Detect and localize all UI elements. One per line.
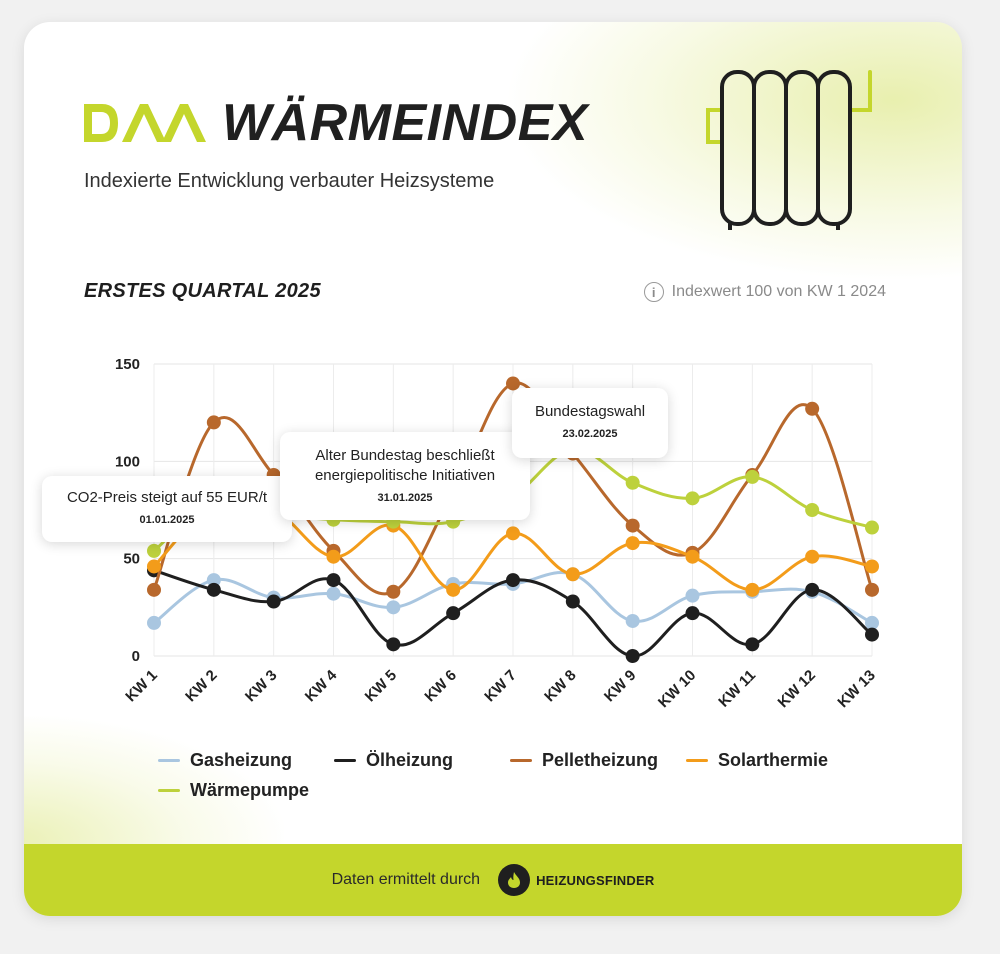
- data-point-pelletheizung: [625, 518, 640, 533]
- data-point-pelletheizung: [805, 401, 820, 416]
- data-point-oelheizung: [565, 594, 580, 609]
- data-point-gasheizung: [206, 573, 221, 588]
- annotation-bundestag-initiatives: Alter Bundestag beschließt energiepoliti…: [280, 432, 530, 520]
- flame-icon: [498, 864, 531, 896]
- decorative-dot-pattern-bottom: [24, 716, 284, 856]
- data-point-oelheizung: [865, 627, 879, 642]
- data-point-waermepumpe: [147, 543, 161, 558]
- legend-swatch: [158, 759, 180, 762]
- data-point-pelletheizung: [865, 582, 879, 597]
- y-tick-label: 100: [115, 453, 140, 470]
- legend-swatch: [686, 759, 708, 762]
- x-tick-label: KW 5: [362, 667, 401, 706]
- daa-logo: [84, 104, 206, 142]
- data-point-solarthermie: [805, 549, 820, 564]
- x-tick-label: KW 1: [122, 667, 161, 706]
- infographic-card: WÄRMEINDEX Indexierte Entwicklung verbau…: [24, 22, 962, 916]
- page-subtitle: Indexierte Entwicklung verbauter Heizsys…: [84, 170, 495, 192]
- annotation-date: 01.01.2025: [139, 514, 195, 526]
- footer-bar: Daten ermittelt durch HEIZUNGSFINDER: [24, 844, 962, 916]
- legend-label: Pelletheizung: [542, 750, 659, 770]
- data-point-pelletheizung: [147, 582, 161, 597]
- legend-swatch: [158, 789, 180, 792]
- data-point-gasheizung: [625, 613, 640, 628]
- legend-item-waermepumpe: Wärmepumpe: [158, 780, 309, 801]
- data-point-gasheizung: [685, 588, 700, 603]
- data-point-oelheizung: [745, 637, 760, 652]
- chart-legend: Gasheizung Ölheizung Pelletheizung Solar…: [158, 750, 878, 820]
- index-note-text: Indexwert 100 von KW 1 2024: [671, 283, 886, 300]
- data-point-pelletheizung: [386, 584, 401, 599]
- annotation-date: 31.01.2025: [377, 492, 433, 504]
- data-point-solarthermie: [745, 582, 760, 597]
- x-tick-label: KW 6: [421, 667, 460, 706]
- data-point-solarthermie: [565, 567, 580, 582]
- annotation-bundestagswahl: Bundestagswahl 23.02.2025: [512, 388, 668, 458]
- data-point-solarthermie: [865, 559, 879, 574]
- legend-item-solarthermie: Solarthermie: [686, 750, 828, 771]
- data-point-solarthermie: [506, 526, 520, 541]
- legend-item-gasheizung: Gasheizung: [158, 750, 292, 771]
- data-point-solarthermie: [326, 549, 341, 564]
- data-point-oelheizung: [266, 594, 281, 609]
- legend-label: Ölheizung: [366, 750, 453, 770]
- x-tick-label: KW 8: [541, 667, 580, 706]
- x-tick-label: KW 10: [655, 667, 699, 711]
- y-tick-label: 0: [132, 648, 140, 665]
- y-tick-label: 50: [123, 551, 140, 568]
- data-point-gasheizung: [386, 600, 401, 615]
- x-tick-label: KW 7: [481, 667, 520, 706]
- data-point-gasheizung: [865, 615, 879, 630]
- x-tick-label: KW 9: [601, 667, 640, 706]
- annotation-text: Bundestagswahl: [534, 403, 646, 420]
- info-icon: i: [643, 282, 664, 302]
- x-tick-label: KW 2: [182, 667, 221, 706]
- data-point-solarthermie: [147, 559, 161, 574]
- data-point-oelheizung: [326, 573, 341, 588]
- x-tick-label: KW 3: [242, 667, 281, 706]
- index-note: i Indexwert 100 von KW 1 2024: [643, 282, 886, 302]
- data-point-oelheizung: [625, 649, 640, 663]
- y-tick-label: 150: [115, 356, 140, 373]
- quarter-heading: ERSTES QUARTAL 2025: [84, 280, 321, 302]
- data-point-oelheizung: [206, 582, 221, 597]
- data-point-oelheizung: [386, 637, 401, 652]
- radiator-icon: [706, 70, 872, 230]
- data-point-gasheizung: [147, 615, 161, 630]
- legend-item-oelheizung: Ölheizung: [334, 750, 453, 771]
- x-tick-label: KW 12: [775, 667, 819, 711]
- page-title: WÄRMEINDEX: [222, 94, 589, 152]
- legend-item-pelletheizung: Pelletheizung: [510, 750, 658, 771]
- data-point-oelheizung: [446, 606, 461, 621]
- decorative-dot-pattern-top: [502, 22, 962, 282]
- legend-swatch: [510, 759, 532, 762]
- footer-brand: HEIZUNGSFINDER: [536, 872, 655, 888]
- data-point-waermepumpe: [805, 503, 820, 517]
- annotation-co2-price: CO2-Preis steigt auf 55 EUR/t 01.01.2025: [42, 476, 292, 542]
- data-point-waermepumpe: [745, 469, 760, 484]
- data-point-pelletheizung: [506, 376, 520, 391]
- data-point-solarthermie: [685, 549, 700, 564]
- x-tick-label: KW 4: [302, 666, 341, 705]
- data-point-solarthermie: [625, 536, 640, 551]
- annotation-text: CO2-Preis steigt auf 55 EUR/t: [66, 489, 268, 506]
- legend-label: Wärmepumpe: [190, 780, 310, 800]
- x-tick-label: KW 11: [715, 667, 759, 711]
- annotation-date: 23.02.2025: [562, 428, 618, 440]
- data-point-oelheizung: [685, 606, 700, 621]
- legend-label: Gasheizung: [190, 750, 293, 770]
- data-point-waermepumpe: [865, 520, 879, 535]
- data-point-pelletheizung: [206, 415, 221, 430]
- data-point-oelheizung: [805, 582, 820, 597]
- data-point-oelheizung: [506, 573, 520, 588]
- legend-label: Solarthermie: [718, 750, 829, 770]
- data-point-gasheizung: [326, 586, 341, 601]
- data-point-solarthermie: [446, 582, 461, 597]
- footer-text: Daten ermittelt durch: [331, 871, 481, 888]
- data-point-waermepumpe: [625, 475, 640, 490]
- data-point-waermepumpe: [685, 491, 700, 506]
- annotation-text: Alter Bundestag beschließt energiepoliti…: [314, 447, 496, 484]
- legend-swatch: [334, 759, 356, 762]
- x-tick-label: KW 13: [834, 667, 878, 711]
